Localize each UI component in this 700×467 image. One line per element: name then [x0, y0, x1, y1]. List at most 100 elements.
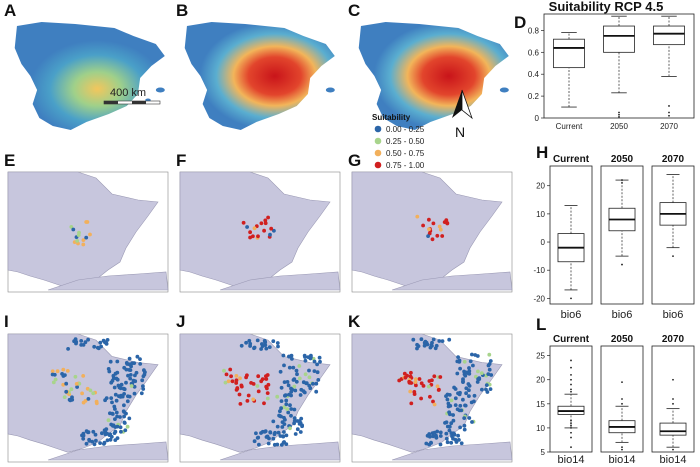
outlier-point [570, 427, 572, 429]
occurrence-point [52, 372, 57, 377]
occurrence-point [415, 214, 420, 219]
outlier-point [668, 105, 670, 107]
occurrence-point [226, 379, 231, 384]
occurrence-point [462, 427, 467, 432]
occurrence-point [132, 384, 137, 389]
occurrence-point [480, 387, 484, 392]
occurrence-point [318, 359, 322, 364]
occurrence-point [120, 394, 125, 399]
occurrence-point [138, 357, 142, 361]
occurrence-point [262, 338, 267, 343]
occurrence-point [269, 226, 274, 231]
occurrence-point [458, 366, 462, 371]
occurrence-point [285, 407, 290, 411]
occurrence-point [458, 403, 463, 408]
occurrence-point [50, 369, 55, 374]
occurrence-point [286, 383, 291, 388]
occurrence-point [79, 339, 84, 343]
occurrence-point [262, 228, 266, 233]
outlier-point [618, 113, 620, 116]
occurrence-point [289, 390, 294, 394]
occurrence-point [114, 398, 119, 403]
occurrence-point [422, 340, 427, 345]
occurrence-point [414, 377, 418, 382]
occurrence-point [291, 365, 296, 370]
outlier-point [570, 383, 572, 386]
occurrence-point [224, 372, 229, 377]
occurrence-point [473, 353, 478, 357]
y-tick-label: 0 [535, 114, 540, 123]
occurrence-point [259, 347, 263, 351]
occurrence-point [276, 430, 281, 435]
occurrence-point [68, 398, 73, 403]
occurrence-point [93, 432, 98, 437]
occurrence-point [303, 358, 308, 363]
occurrence-point [472, 399, 476, 404]
occurrence-point [114, 410, 119, 415]
occurrence-point [87, 439, 92, 443]
occurrence-point [123, 428, 128, 433]
occurrence-point [241, 220, 246, 225]
map-a [14, 22, 165, 130]
occurrence-point [94, 438, 98, 443]
map-c [358, 22, 509, 130]
chart-d: Suitability RCP 4.5 0 0.2 0.4 0.6 0.8 Current 2… [528, 0, 695, 131]
panel-label-c: C [348, 1, 360, 20]
occurrence-point [124, 361, 129, 365]
x-tick-label: 2070 [660, 122, 678, 131]
panel-label-j: J [176, 312, 185, 331]
occurrence-point [299, 416, 304, 421]
panel-labels: A B C D E F G H I J K L [4, 1, 548, 334]
occurrence-point [128, 376, 133, 381]
occurrence-point [446, 404, 451, 409]
panel-label-d: D [514, 13, 526, 32]
occurrence-point [268, 430, 273, 435]
y-tick-label: 5 [541, 448, 546, 457]
occurrence-point [463, 403, 468, 408]
plot-frame [543, 13, 695, 119]
occurrence-point [275, 442, 280, 447]
occurrence-point [449, 398, 454, 403]
occurrence-point [432, 374, 437, 379]
y-tick-label: 0.2 [528, 92, 540, 101]
outlier-point [570, 436, 572, 439]
occurrence-point [282, 415, 286, 420]
occurrence-point [453, 396, 458, 401]
occurrence-point [81, 238, 86, 242]
occurrence-point [264, 346, 269, 351]
occurrence-point [132, 391, 137, 396]
occurrence-point [435, 233, 440, 238]
occurrence-point [84, 441, 89, 446]
north-arrow-icon: N [452, 89, 473, 140]
occurrence-point [251, 234, 255, 239]
occurrence-point [251, 397, 256, 402]
occurrence-point [447, 337, 452, 342]
occurrence-point [280, 420, 285, 424]
occurrence-point [133, 379, 138, 384]
occurrence-point [279, 406, 283, 411]
occurrence-point [143, 370, 147, 375]
occurrence-point [430, 237, 435, 242]
occurrence-point [486, 372, 491, 376]
occurrence-point [292, 407, 297, 412]
occurrence-point [455, 371, 460, 376]
occurrence-point [427, 442, 432, 447]
occurrence-point [453, 403, 458, 407]
occurrence-point [488, 359, 493, 363]
occurrence-point [285, 380, 290, 384]
occurrence-point [286, 410, 291, 415]
occurrence-point [96, 346, 101, 351]
occurrence-point [434, 343, 439, 348]
occurrence-point [309, 355, 313, 359]
occurrence-point [124, 367, 129, 372]
occurrence-point [108, 432, 113, 437]
occurrence-point [289, 386, 293, 391]
occurrence-point [278, 369, 283, 374]
occurrence-point [75, 385, 79, 389]
occurrence-point [292, 419, 297, 423]
occurrence-point [129, 364, 133, 369]
occurrence-point [272, 228, 276, 233]
occurrence-point [301, 389, 306, 393]
occurrence-point [452, 385, 456, 390]
